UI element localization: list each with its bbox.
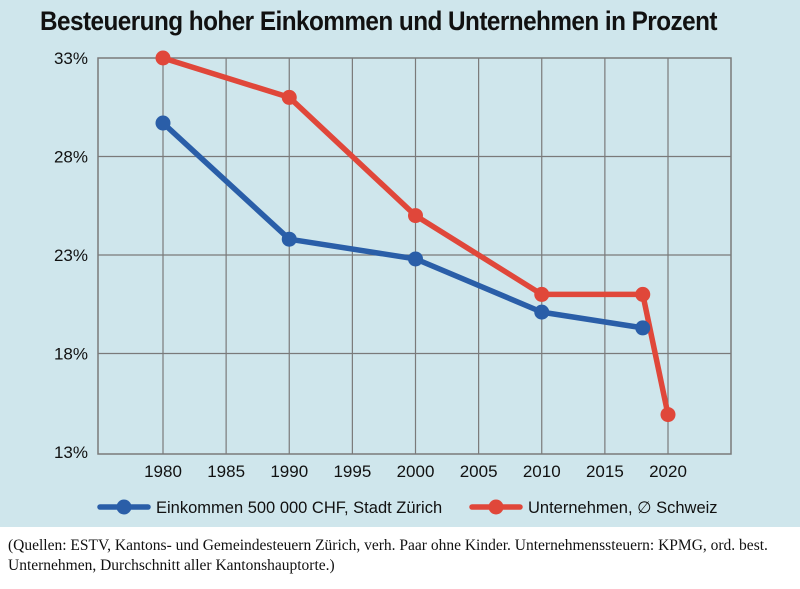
series-line <box>160 55 671 418</box>
data-point <box>408 251 423 267</box>
data-point <box>534 286 550 302</box>
x-tick-label: 1985 <box>207 462 245 481</box>
x-tick-label: 1990 <box>270 462 308 481</box>
legend-label: Einkommen 500 000 CHF, Stadt Zürich <box>156 499 442 517</box>
x-tick-label: 1980 <box>144 462 182 481</box>
y-tick-label: 33% <box>54 49 88 68</box>
x-axis-ticks: 1980 1985 1990 1995 2000 2005 2010 2015 2020 <box>144 462 687 481</box>
line-chart: 13% 18% 23% 28% 33% 1980 1985 1990 1995 2000 2005… <box>54 49 732 517</box>
legend-swatch-marker <box>488 499 504 515</box>
data-point <box>635 320 651 336</box>
y-tick-label: 13% <box>54 443 88 462</box>
data-point <box>408 208 423 224</box>
data-point <box>534 304 550 320</box>
y-tick-label: 23% <box>54 246 88 265</box>
x-tick-label: 2010 <box>523 462 561 481</box>
data-point <box>635 286 651 302</box>
x-tick-label: 2005 <box>460 462 498 481</box>
series-unternehmen <box>155 50 676 423</box>
chart-title: Besteuerung hoher Einkommen und Unterneh… <box>40 6 718 36</box>
legend-label: Unternehmen, ∅ Schweiz <box>528 499 718 517</box>
x-tick-label: 2000 <box>397 462 435 481</box>
data-point <box>155 50 171 66</box>
data-series <box>155 50 676 423</box>
series-einkommen <box>155 115 651 336</box>
data-point <box>155 115 171 131</box>
chart-panel: Besteuerung hoher Einkommen und Unterneh… <box>0 0 800 527</box>
x-tick-label: 2020 <box>649 462 687 481</box>
x-tick-label: 2015 <box>586 462 624 481</box>
y-tick-label: 18% <box>54 345 88 364</box>
x-tick-label: 1995 <box>333 462 371 481</box>
data-point <box>660 407 676 423</box>
legend-item: Unternehmen, ∅ Schweiz <box>469 499 718 517</box>
legend: Einkommen 500 000 CHF, Stadt Zürich Unter… <box>97 499 718 517</box>
data-point <box>281 89 297 105</box>
legend-swatch-marker <box>116 499 132 515</box>
data-point <box>281 231 297 247</box>
source-note: (Quellen: ESTV, Kantons- und Gemeindeste… <box>8 537 768 574</box>
legend-item: Einkommen 500 000 CHF, Stadt Zürich <box>97 499 442 517</box>
y-tick-label: 28% <box>54 148 88 167</box>
y-axis-ticks: 13% 18% 23% 28% 33% <box>54 49 88 462</box>
